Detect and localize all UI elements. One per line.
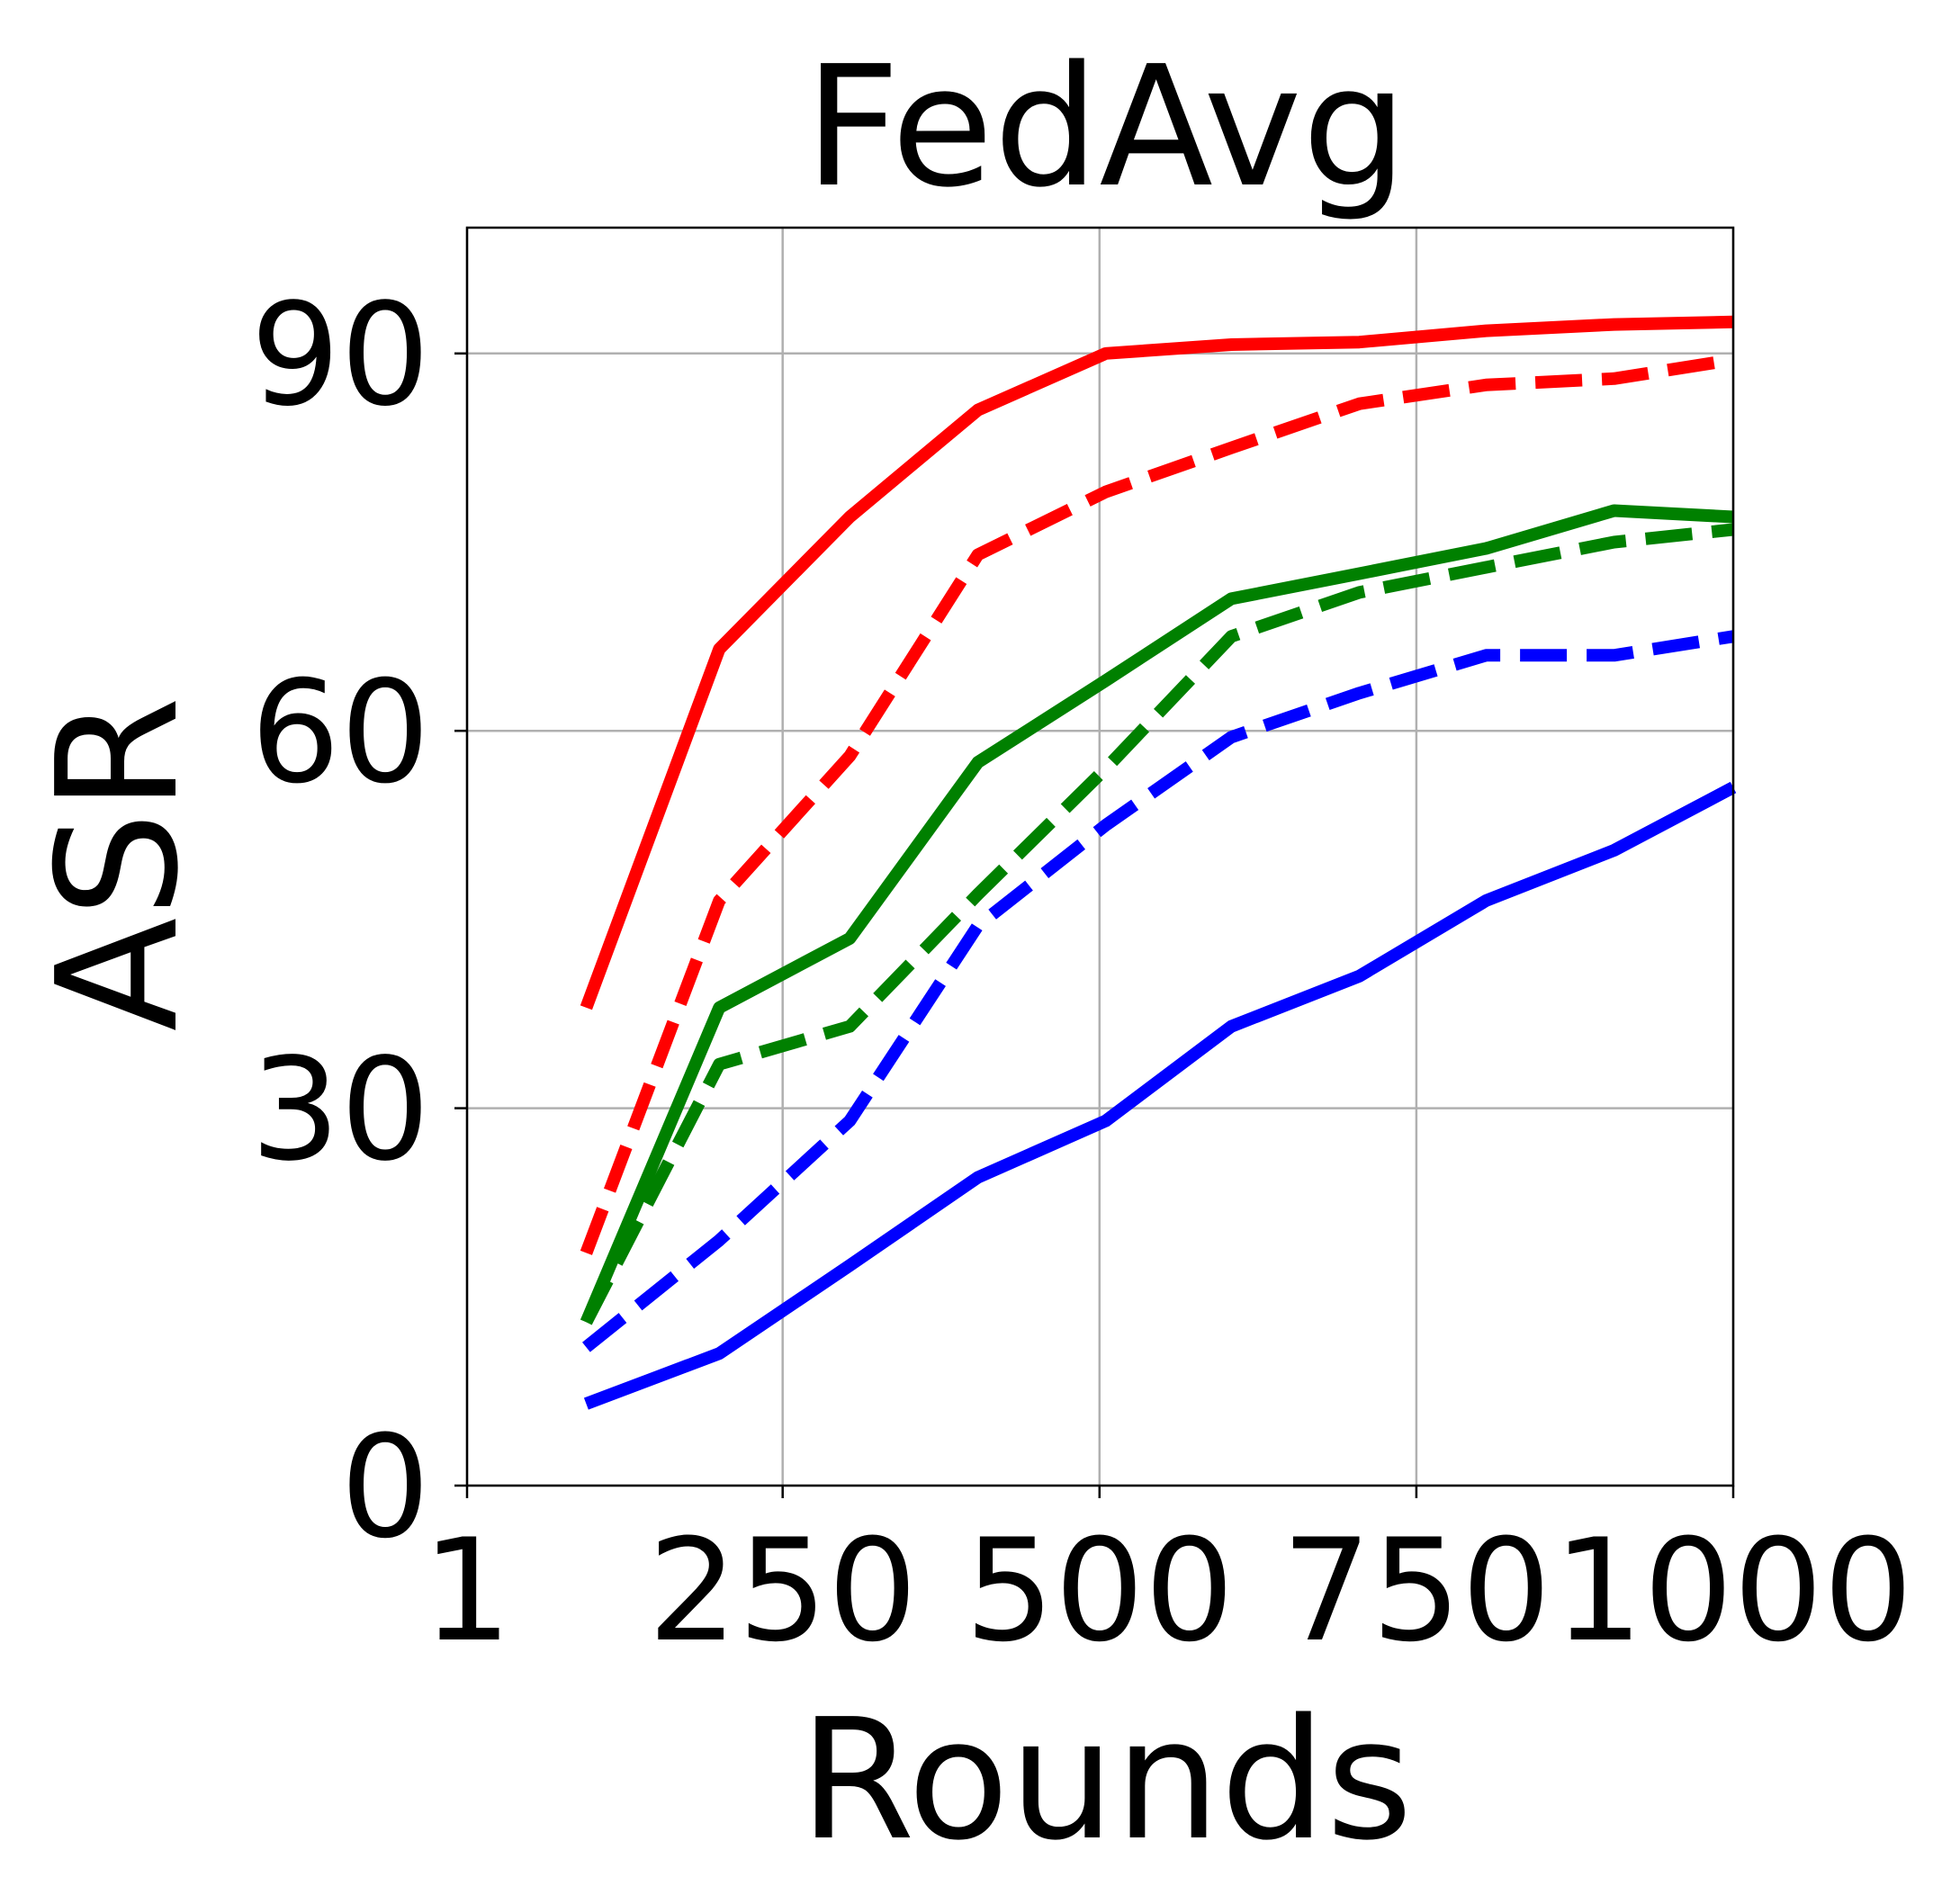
series-line-2 [580,353,1735,1255]
series-line-5 [582,630,1735,1352]
x-tick-labels: 1 250 500 750 1000 [422,1509,1913,1674]
x-tick-label: 750 [1281,1509,1551,1674]
y-tick-labels: 0 30 60 90 [250,274,430,1570]
chart-title: FedAvg [805,30,1407,224]
tick-marks [454,352,1735,1498]
x-tick-label: 1 [422,1509,512,1674]
x-tick-label: 1000 [1553,1509,1913,1674]
series-line-4 [580,523,1734,1325]
y-tick-label: 90 [250,274,430,438]
series-line-3 [580,504,1734,1325]
y-axis-label: ASR [21,696,215,1032]
x-tick-label: 250 [648,1509,918,1674]
x-axis-label: Rounds [799,1683,1413,1877]
y-tick-label: 30 [250,1028,430,1193]
x-tick-label: 500 [965,1509,1235,1674]
y-tick-label: 0 [340,1406,430,1570]
y-tick-label: 60 [250,651,430,815]
series-line-6 [583,781,1737,1410]
series-lines [580,315,1737,1410]
series-line-1 [580,315,1734,1010]
